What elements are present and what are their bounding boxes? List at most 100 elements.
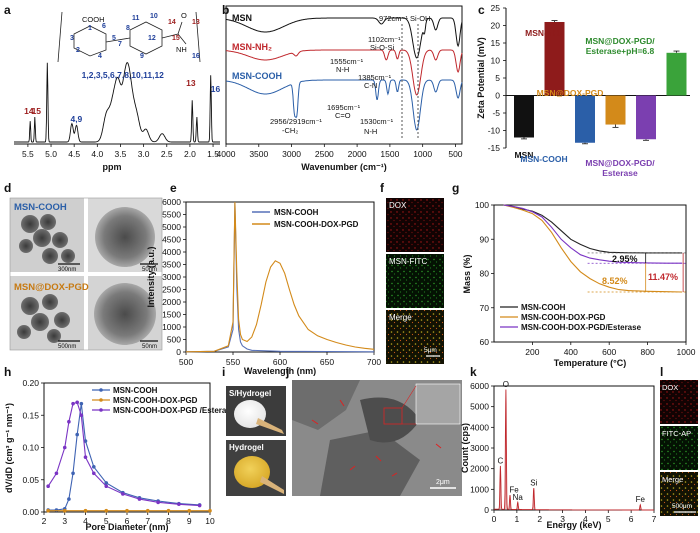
panel-e-fluorescence: 500 550 600 650 7000500100015002000250030003… — [146, 197, 381, 376]
a-struct-num-10: 10 — [150, 13, 158, 20]
b-ann-972: 972cm⁻¹ Si-OH — [379, 14, 430, 23]
h-ticks: 2 3 4 5 6 7 8 9 10 0.00 0.05 0.10 0.15 0.20 — [22, 378, 215, 526]
a-x-tick-label-2: 4.5 — [68, 149, 80, 159]
g-legend-label-0: MSN-COOH — [521, 303, 566, 312]
k-y-label: Count (cps) — [460, 423, 470, 473]
a-x-tick-label-4: 3.5 — [115, 149, 127, 159]
b-msn-spectrum — [225, 17, 463, 59]
d-scale-3: 500nm — [58, 344, 76, 350]
b-ann-cn: C-N — [364, 81, 377, 90]
h-x-tick-label-1: 3 — [62, 516, 67, 526]
b-x-tick-label-5: 1500 — [380, 149, 399, 159]
h-y-tick-label-3: 0.15 — [22, 410, 39, 420]
a-x-tick-label-3: 4.0 — [91, 149, 103, 159]
panel-label-l: l — [660, 365, 663, 379]
panel-c-zeta: 25 20 15 10 5 0 -5 -10 -15 Zeta Potential (mV) M… — [476, 3, 690, 178]
g-ann-852: 8.52% — [602, 276, 628, 286]
g-series-msn-cooh — [503, 204, 683, 254]
c-y-tick-label-0: 25 — [491, 3, 501, 13]
e-y-tick-label-12: 6000 — [162, 197, 181, 207]
h-point-2-11 — [137, 497, 142, 501]
c-y-tick-label-5: 0 — [495, 91, 500, 101]
k-y-tick-label-2: 2000 — [470, 464, 489, 474]
h-legend-label-1: MSN-COOH-DOX-PGD — [113, 396, 198, 405]
g-y-tick-label-1: 70 — [480, 303, 490, 313]
a-struct-num-14: 14 — [168, 19, 176, 26]
k-x-tick-label-0: 0 — [492, 514, 497, 524]
b-ann-sio: Si-O-Si — [370, 43, 395, 52]
b-x-label: Wavenumber (cm⁻¹) — [301, 162, 386, 172]
e-x-label: Wavelength (nm) — [244, 366, 316, 376]
h-y-tick-label-1: 0.05 — [22, 475, 39, 485]
d-label-msn-cooh: MSN-COOH — [14, 202, 67, 213]
panel-f-clsm: DOX MSN-FITC Merge 5μm — [386, 198, 444, 364]
g-y-tick-label-0: 60 — [480, 337, 490, 347]
f-label-fitc: MSN-FITC — [389, 257, 427, 266]
e-legend-label-1: MSN-COOH-DOX-PGD — [274, 220, 359, 229]
g-ann-1147: 11.47% — [648, 272, 678, 282]
e-x-tick-label-2: 600 — [273, 357, 287, 367]
b-x-tick-label-6: 1000 — [413, 149, 432, 159]
g-ticks: 200 400 600 800 1000 60 70 80 90 100 — [475, 200, 696, 357]
k-spectrum — [494, 389, 654, 511]
a-struct-num-13: 13 — [192, 19, 200, 26]
j-scale: 2μm — [436, 479, 450, 486]
panel-l-clsm: DOX FITC-AP Merge 500μm — [660, 380, 698, 516]
d-scale-1: 300nm — [58, 267, 76, 273]
b-x-tick-label-2: 3000 — [282, 149, 301, 159]
g-x-label: Temperature (°C) — [554, 358, 626, 368]
e-y-tick-label-0: 0 — [176, 347, 181, 357]
c-bar-labels: MSN MSN-NH₂ MSN-COOH MSN@DOX-PGD MSN@DOX-PGD… — [515, 28, 656, 178]
f-scale: 5μm — [424, 347, 437, 354]
i-spatula-1 — [256, 418, 284, 434]
a-peak-label-2: 4,9 — [70, 114, 82, 124]
a-struct-num-9: 9 — [140, 53, 144, 60]
b-ann-1695: 1695cm⁻¹ — [327, 103, 361, 112]
k-x-tick-label-7: 7 — [652, 514, 657, 524]
j-sem-region-2 — [320, 430, 420, 496]
panel-label-h: h — [4, 365, 11, 379]
b-ann-ch2: -CH₂ — [282, 126, 298, 135]
h-point-1-4 — [125, 508, 129, 513]
h-point-0-8 — [92, 465, 96, 469]
h-point-2-4 — [71, 401, 75, 406]
k-x-tick-label-2: 2 — [537, 514, 542, 524]
h-x-label: Pore Diameter (nm) — [85, 522, 168, 532]
h-point-1-7 — [187, 508, 192, 513]
b-x-tick-label-3: 2500 — [315, 149, 334, 159]
h-point-2-7 — [83, 455, 88, 459]
b-ann-1102: 1102cm⁻¹ — [368, 35, 401, 44]
a-nmr-spectrum-line — [14, 62, 220, 143]
c-bars — [514, 20, 687, 145]
h-point-1-2 — [83, 508, 88, 513]
a-struct-num-4: 4 — [98, 53, 102, 60]
e-y-tick-label-5: 2500 — [162, 285, 181, 295]
g-x-tick-label-4: 1000 — [677, 347, 696, 357]
e-y-tick-label-7: 3500 — [162, 260, 181, 270]
c-bar-1 — [544, 22, 565, 96]
h-x-tick-label-3: 5 — [104, 516, 109, 526]
e-y-tick-label-4: 2000 — [162, 297, 181, 307]
panel-label-e: e — [170, 181, 177, 195]
h-point-0-7 — [83, 439, 88, 443]
h-x-tick-label-0: 2 — [42, 516, 47, 526]
e-y-tick-label-8: 4000 — [162, 247, 181, 257]
h-point-0-6 — [79, 401, 84, 406]
d-frame — [9, 197, 163, 351]
a-struct-nh: NH — [176, 45, 187, 54]
g-x-tick-label-1: 400 — [564, 347, 578, 357]
a-struct-num-11: 11 — [132, 15, 140, 22]
c-bar-5 — [666, 52, 687, 96]
c-y-tick-label-2: 15 — [491, 38, 501, 48]
k-peak-label-5: Fe — [636, 495, 646, 504]
a-peak-label-0: 14 — [24, 106, 34, 116]
a-chemical-structure — [57, 11, 201, 63]
h-y-tick-label-4: 0.20 — [22, 378, 39, 388]
d-scale-2: 50nm — [142, 267, 157, 273]
e-y-tick-label-10: 5000 — [162, 222, 181, 232]
h-point-2-9 — [104, 484, 109, 489]
h-series — [46, 400, 212, 513]
c-category-label-4: MSN@DOX-PGD/Esterase — [585, 158, 655, 178]
j-sem-pore — [360, 397, 420, 443]
